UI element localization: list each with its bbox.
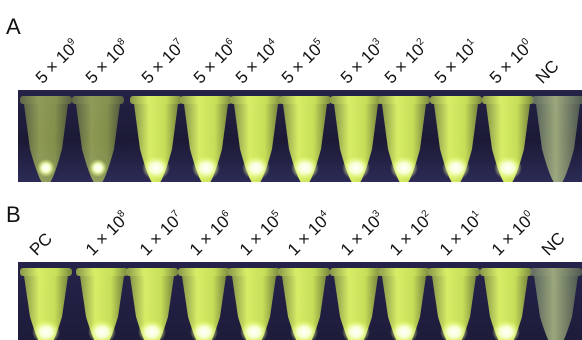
panel-b-tube-photo (18, 262, 582, 340)
panel-b-label-10: NC (537, 228, 569, 260)
panel-a-letter: A (6, 14, 21, 39)
panel-a-tube-5 (279, 96, 331, 182)
panel-b-label-7: 1 × 102 (385, 208, 434, 260)
panel-b-tube-0 (20, 268, 72, 340)
panel-b-label-1: 1 × 108 (81, 208, 130, 260)
panel-a-tube-photo (18, 90, 582, 182)
panel-a-label-3: 5 × 106 (189, 36, 238, 88)
panel-a-tube-8 (430, 96, 482, 182)
panel-b-label-6: 1 × 103 (336, 208, 385, 260)
panel-a-label-2: 5 × 107 (137, 36, 186, 88)
panel-a-tube-10 (532, 96, 582, 182)
panel-a-tube-7 (378, 96, 430, 182)
panel-a-tube-9 (482, 96, 534, 182)
panel-b-label-3: 1 × 106 (185, 208, 234, 260)
panel-a-label-0: 5 × 109 (31, 36, 80, 88)
panel-b-label-2: 1 × 107 (135, 208, 184, 260)
panel-a-tube-4 (230, 96, 282, 182)
panel-a-tube-0 (20, 96, 72, 182)
panel-b-letter: B (6, 202, 21, 227)
panel-b-tubes (20, 268, 582, 340)
panel-a-tube-6 (330, 96, 382, 182)
panel-a-label-7: 5 × 102 (380, 36, 429, 88)
panel-b-tube-3 (178, 268, 230, 340)
panel-b-label-0: PC (25, 229, 56, 260)
panel-a-label-8: 5 × 101 (430, 36, 479, 88)
panel-a-label-1: 5 × 108 (81, 36, 130, 88)
panel-a-tubes (20, 96, 582, 182)
panel-a-label-6: 5 × 103 (336, 36, 385, 88)
panel-a-tube-2 (130, 96, 182, 182)
panel-b-label-9: 1 × 100 (487, 208, 536, 260)
panel-b-tube-6 (330, 268, 382, 340)
panel-b-label-5: 1 × 104 (283, 208, 332, 260)
panel-b-tube-10 (530, 268, 582, 340)
panel-b-tube-1 (76, 268, 128, 340)
panel-b-label-4: 1 × 105 (235, 208, 284, 260)
panel-b-tube-9 (480, 268, 532, 340)
panel-b-tube-7 (378, 268, 430, 340)
panel-a-label-9: 5 × 100 (485, 36, 534, 88)
panel-a-label-5: 5 × 105 (277, 36, 326, 88)
panel-a-label-10: NC (531, 56, 563, 88)
panel-b-label-8: 1 × 101 (435, 208, 484, 260)
panel-b-tube-2 (126, 268, 178, 340)
panel-a-label-4: 5 × 104 (231, 36, 280, 88)
panel-b-tube-5 (278, 268, 330, 340)
panel-a-tube-1 (72, 96, 124, 182)
panel-b-tube-8 (428, 268, 480, 340)
panel-b-tube-4 (228, 268, 280, 340)
panel-a-tube-3 (180, 96, 232, 182)
